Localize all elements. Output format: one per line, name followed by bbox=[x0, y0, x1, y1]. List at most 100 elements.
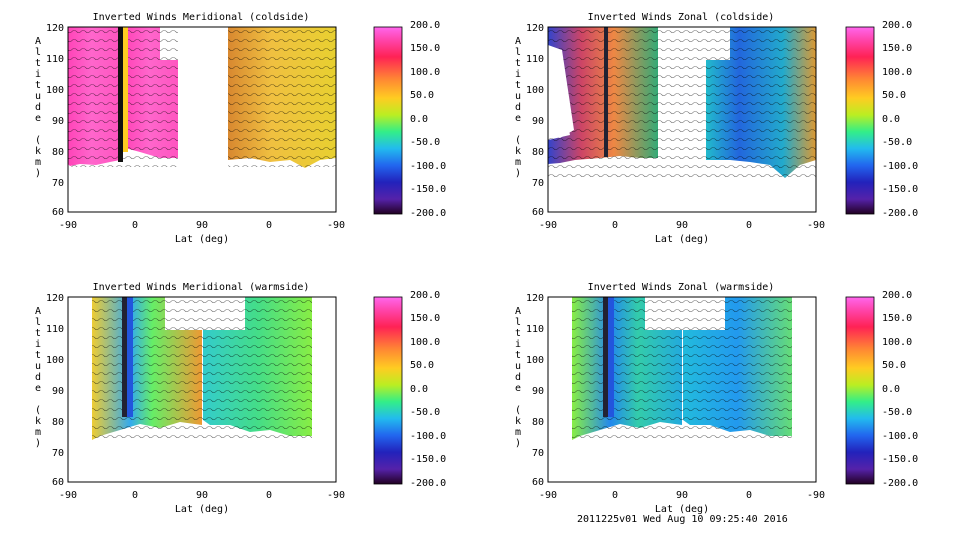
y-tick-label: 90 bbox=[52, 116, 64, 127]
x-axis: -90 0 90 0 -90 Lat (deg) bbox=[59, 490, 345, 515]
x-axis-label: Lat (deg) bbox=[175, 234, 229, 245]
plot-area bbox=[67, 296, 337, 483]
x-tick-label: -90 bbox=[59, 490, 77, 501]
x-tick-label: -90 bbox=[539, 220, 557, 231]
x-tick-label: -90 bbox=[807, 220, 825, 231]
y-tick-label: 60 bbox=[52, 207, 64, 218]
colorbar-label: 0.0 bbox=[882, 114, 900, 125]
plot-area bbox=[547, 26, 817, 213]
colorbar-label: 200.0 bbox=[882, 290, 912, 301]
panel-meridional-coldside: Inverted Winds Meridional (coldside) -90… bbox=[35, 12, 446, 245]
x-axis: -90 0 90 0 -90 Lat (deg) bbox=[539, 490, 825, 515]
x-tick-label: -90 bbox=[327, 220, 345, 231]
contour-band-dark bbox=[604, 27, 608, 157]
y-tick-label: 80 bbox=[52, 417, 64, 428]
plot-frame bbox=[67, 296, 337, 483]
colorbar-label: 200.0 bbox=[882, 20, 912, 31]
colorbar-scale bbox=[373, 26, 403, 215]
x-axis-label: Lat (deg) bbox=[175, 504, 229, 515]
x-axis: -90 0 90 0 -90 Lat (deg) bbox=[539, 220, 825, 245]
colorbar: 200.0 150.0 100.0 50.0 0.0 -50.0 -100.0 … bbox=[373, 20, 446, 219]
x-tick-label: 0 bbox=[746, 490, 752, 501]
y-tick-label: 100 bbox=[46, 85, 64, 96]
y-tick-label: 90 bbox=[532, 116, 544, 127]
panel-title: Inverted Winds Zonal (coldside) bbox=[588, 12, 775, 23]
colorbar-labels: 200.0 150.0 100.0 50.0 0.0 -50.0 -100.0 … bbox=[882, 20, 918, 219]
colorbar: 200.0 150.0 100.0 50.0 0.0 -50.0 -100.0 … bbox=[845, 20, 918, 219]
plot-area bbox=[67, 26, 337, 213]
colorbar-label: 100.0 bbox=[410, 67, 440, 78]
plot-frame bbox=[67, 26, 337, 213]
y-tick-label: 120 bbox=[46, 293, 64, 304]
colorbar-scale bbox=[845, 296, 875, 485]
y-tick-label: 80 bbox=[532, 417, 544, 428]
colorbar-label: -50.0 bbox=[882, 407, 912, 418]
y-tick-label: 60 bbox=[532, 207, 544, 218]
panel-zonal-coldside: Inverted Winds Zonal (coldside) -90 0 90… bbox=[515, 12, 918, 245]
x-tick-label: 90 bbox=[196, 490, 208, 501]
colorbar-label: -100.0 bbox=[410, 161, 446, 172]
contour-band-dark bbox=[122, 297, 127, 417]
colorbar-label: -150.0 bbox=[410, 454, 446, 465]
colorbar-label: -100.0 bbox=[882, 431, 918, 442]
data-gap bbox=[548, 45, 574, 138]
contour-lines bbox=[548, 27, 816, 177]
colorbar-label: 100.0 bbox=[882, 67, 912, 78]
y-tick-label: 60 bbox=[52, 477, 64, 488]
data-gap bbox=[178, 27, 228, 167]
panel-title: Inverted Winds Meridional (coldside) bbox=[93, 12, 310, 23]
x-tick-label: 0 bbox=[746, 220, 752, 231]
x-tick-label: -90 bbox=[539, 490, 557, 501]
colorbar-label: -100.0 bbox=[410, 431, 446, 442]
y-tick-label: 100 bbox=[526, 355, 544, 366]
x-tick-label: 90 bbox=[196, 220, 208, 231]
y-tick-label: 70 bbox=[532, 178, 544, 189]
colorbar-label: 150.0 bbox=[882, 313, 912, 324]
colorbar-label: 0.0 bbox=[410, 114, 428, 125]
x-tick-label: 0 bbox=[132, 490, 138, 501]
colorbar-label: 0.0 bbox=[410, 384, 428, 395]
y-tick-label: 90 bbox=[52, 386, 64, 397]
colorbar: 200.0 150.0 100.0 50.0 0.0 -50.0 -100.0 … bbox=[373, 290, 446, 489]
contour-band-dark bbox=[118, 27, 123, 162]
colorbar-labels: 200.0 150.0 100.0 50.0 0.0 -50.0 -100.0 … bbox=[882, 290, 918, 489]
x-tick-label: 0 bbox=[612, 220, 618, 231]
x-tick-label: -90 bbox=[807, 490, 825, 501]
colorbar-label: -100.0 bbox=[882, 161, 918, 172]
colorbar-label: 150.0 bbox=[410, 43, 440, 54]
panel-title: Inverted Winds Meridional (warmside) bbox=[93, 282, 310, 293]
plot-area bbox=[547, 296, 817, 483]
colorbar-labels: 200.0 150.0 100.0 50.0 0.0 -50.0 -100.0 … bbox=[410, 20, 446, 219]
colorbar-label: 50.0 bbox=[410, 90, 434, 101]
colorbar-label: 0.0 bbox=[882, 384, 900, 395]
y-tick-label: 120 bbox=[526, 293, 544, 304]
colorbar-label: -150.0 bbox=[410, 184, 446, 195]
colorbar-label: -50.0 bbox=[410, 137, 440, 148]
contour-band-dark bbox=[603, 297, 608, 417]
colorbar-label: 100.0 bbox=[410, 337, 440, 348]
y-tick-label: 70 bbox=[52, 448, 64, 459]
y-tick-label: 70 bbox=[52, 178, 64, 189]
x-tick-label: -90 bbox=[59, 220, 77, 231]
y-tick-label: 110 bbox=[46, 54, 64, 65]
colorbar-label: -200.0 bbox=[882, 208, 918, 219]
panel-zonal-warmside: Inverted Winds Zonal (warmside) -90 0 90… bbox=[515, 282, 918, 515]
x-axis-label: Lat (deg) bbox=[655, 504, 709, 515]
colorbar-scale bbox=[373, 296, 403, 485]
colorbar-label: 200.0 bbox=[410, 290, 440, 301]
x-tick-label: 90 bbox=[676, 490, 688, 501]
x-axis: -90 0 90 0 -90 Lat (deg) bbox=[59, 220, 345, 245]
contour-band-blue bbox=[127, 297, 133, 417]
y-tick-label: 70 bbox=[532, 448, 544, 459]
y-tick-label: 110 bbox=[46, 324, 64, 335]
colorbar-scale bbox=[845, 26, 875, 215]
x-tick-label: 0 bbox=[266, 220, 272, 231]
y-tick-label: 80 bbox=[52, 147, 64, 158]
